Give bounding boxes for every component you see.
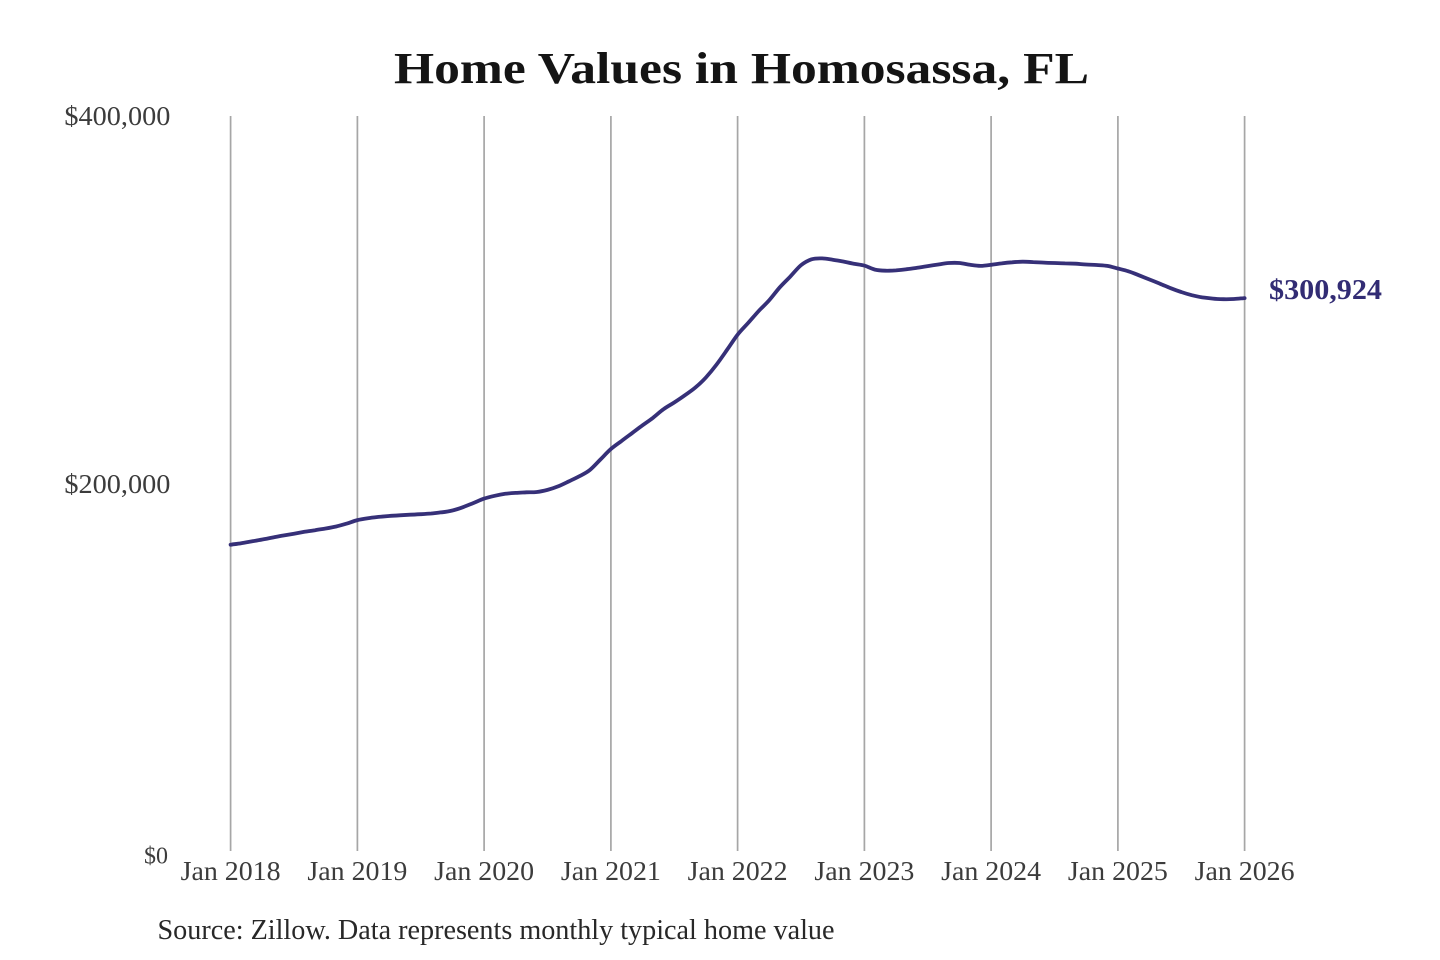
svg-text:$0: $0 <box>144 844 168 870</box>
svg-text:Jan 2019: Jan 2019 <box>307 855 407 886</box>
svg-text:Jan 2021: Jan 2021 <box>561 855 661 886</box>
svg-text:Jan 2018: Jan 2018 <box>181 855 281 886</box>
svg-text:$300,924: $300,924 <box>1269 275 1382 306</box>
svg-text:Jan 2025: Jan 2025 <box>1068 855 1168 886</box>
svg-text:Source: Zillow. Data represent: Source: Zillow. Data represents monthly … <box>158 915 835 946</box>
svg-text:Jan 2020: Jan 2020 <box>434 855 534 886</box>
svg-text:Jan 2026: Jan 2026 <box>1195 855 1295 886</box>
svg-text:Jan 2022: Jan 2022 <box>688 855 788 886</box>
svg-text:Jan 2023: Jan 2023 <box>814 855 914 886</box>
svg-text:Jan 2024: Jan 2024 <box>941 855 1041 886</box>
svg-text:$400,000: $400,000 <box>64 101 170 131</box>
svg-text:$200,000: $200,000 <box>64 469 170 499</box>
svg-text:Home Values in Homosassa, FL: Home Values in Homosassa, FL <box>394 44 1089 93</box>
